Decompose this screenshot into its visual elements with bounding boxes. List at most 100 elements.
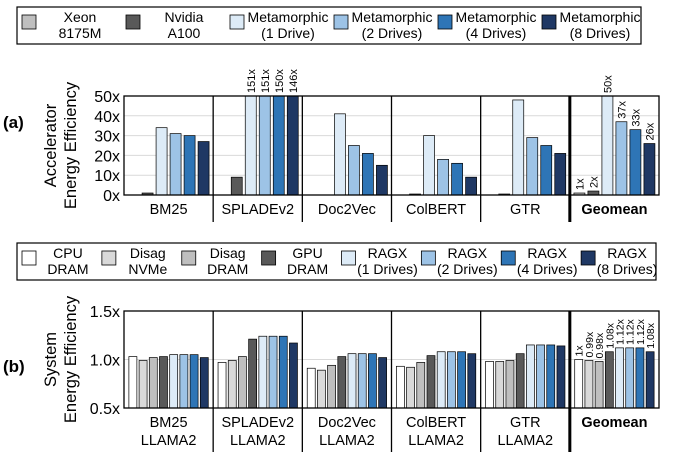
legend-label-nvidia: Nvidia [165,9,204,25]
bar-m4 [272,95,285,196]
bar-m8 [376,164,388,196]
legend-label-m4: (4 Drives) [466,25,527,41]
legend-label-m8: Metamorphic [560,9,641,25]
legend-label-m2: (2 Drives) [437,261,498,277]
bar-m2 [357,353,367,409]
bar-m2 [268,335,278,409]
bar-m1 [601,95,614,196]
x-category-label: Doc2Vec [318,202,376,218]
data-label: 33x [630,108,642,126]
bar-m2 [447,351,456,409]
x-category-label: Doc2Vec [318,415,376,431]
bar-disag_nvme [227,360,237,409]
data-label: 26x [644,122,656,140]
legend-label-cpu_dram: DRAM [47,261,88,277]
bar-nvidia [230,176,243,196]
data-label: 50x [602,75,614,93]
bar-m4 [629,129,642,196]
data-label: 151x [246,69,258,93]
bar-gpu_dram [426,355,436,409]
bar-m4 [189,354,199,409]
bar-disag_nvme [138,360,148,409]
legend-label-m4: RAGX [527,245,567,261]
legend-label-disag_nvme: NVMe [128,261,167,277]
legend-swatch-m4 [437,14,453,30]
legend-label-m1: Metamorphic [248,9,329,25]
data-label: 1.12x [625,318,637,344]
bar-m1 [512,99,525,196]
legend-label-gpu_dram: DRAM [287,261,328,277]
bar-cpu_dram [217,362,227,409]
legend-label-disag_nvme: Disag [130,245,166,261]
bar-m4 [540,145,553,196]
x-category-label: GTR [510,415,541,431]
bar-m1 [525,344,535,409]
x-category-label: ColBERT [406,202,466,218]
bar-m8 [554,153,567,196]
bar-m4 [278,335,288,409]
bar-disag_dram [238,356,247,409]
y-tick-label: 50x [94,89,120,106]
panel-label: (b) [3,357,25,376]
bar-m4 [546,344,556,409]
bar-gpu_dram [604,351,614,409]
legend-swatch-m2 [333,14,349,30]
bar-m4 [451,162,463,196]
x-category-label: SPLADEv2 [221,415,294,431]
bar-m8 [197,141,210,196]
legend-swatch-m8 [541,14,557,30]
bar-gpu_dram [159,356,168,409]
y-tick-label: 40x [94,109,120,126]
bar-m8 [289,342,298,409]
legend-label-xeon: 8175M [59,25,102,41]
legend-label-m2: RAGX [447,245,487,261]
bar-m4 [362,153,374,196]
legend-label-m8: RAGX [607,245,647,261]
bar-disag_dram [327,364,336,409]
bar-m2 [536,344,545,409]
legend-swatch-disag_dram [181,250,197,266]
bar-m1 [169,354,179,409]
y-tick-label: 30x [94,129,120,146]
panel-label: (a) [3,113,24,132]
bar-m1 [258,335,268,409]
legend-label-m4: Metamorphic [456,9,537,25]
bar-disag_dram [505,360,515,409]
legend-label-m8: (8 Drives) [570,25,631,41]
x-category-label: LLAMA2 [319,433,375,449]
legend-swatch-nvidia [125,14,141,30]
y-axis-title: Accelerator [42,103,60,187]
bar-cpu_dram [128,356,138,409]
bar-disag_nvme [317,369,326,409]
data-label: 37x [616,101,628,119]
x-category-label: LLAMA2 [230,433,286,449]
bar-disag_nvme [406,366,415,409]
bar-m2 [437,159,449,196]
y-axis-title: System [42,332,60,387]
y-tick-label: 1.0x [90,353,120,370]
legend-label-cpu_dram: CPU [53,245,83,261]
data-label: 0.98x [594,332,606,358]
bar-m8 [286,95,299,196]
bar-m4 [183,135,196,196]
bar-gpu_dram [515,353,525,409]
x-category-label: LLAMA2 [408,433,464,449]
data-label: 146x [288,69,300,93]
data-label: 150x [274,69,286,93]
legend-swatch-m1 [341,250,356,266]
legend-swatch-cpu_dram [21,250,37,266]
data-label: 1.12x [615,318,627,344]
legend-label-m1: RAGX [368,245,408,261]
bar-m8 [378,357,387,409]
x-category-label: BM25 [150,415,188,431]
y-tick-label: 0.5x [90,401,120,418]
bar-disag_nvme [584,360,594,409]
bar-m4 [457,351,466,409]
bar-m8 [643,143,656,196]
y-tick-label: 20x [94,148,120,165]
y-tick-label: 10x [94,168,120,185]
y-tick-label: 0x [103,188,120,205]
x-category-label: LLAMA2 [141,433,197,449]
